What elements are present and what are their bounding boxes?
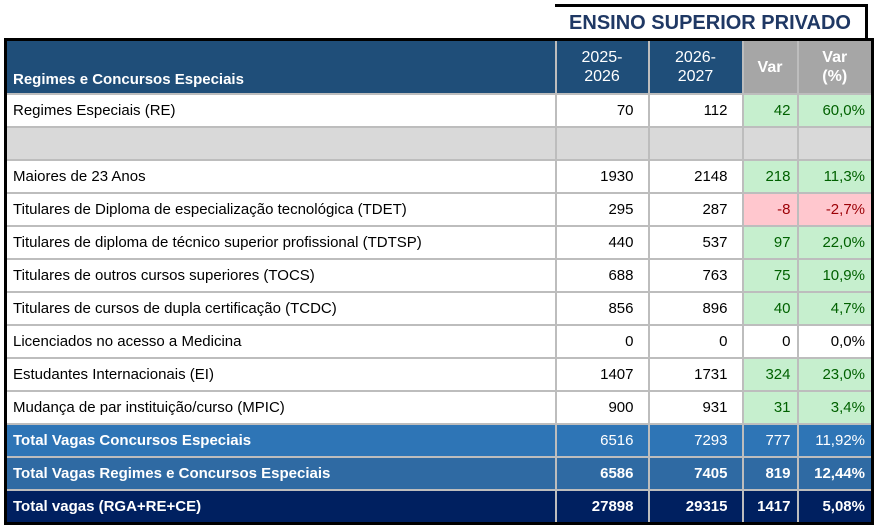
var-pct: 5,08% [797, 490, 874, 525]
value-2025-2026: 6516 [555, 424, 650, 458]
row-label: Titulares de outros cursos superiores (T… [5, 259, 557, 293]
row-label: Total Vagas Regimes e Concursos Especiai… [5, 457, 557, 491]
value-2026-2027: 2148 [648, 160, 744, 194]
value-2025-2026: 440 [555, 226, 650, 260]
value-2026-2027: 1731 [648, 358, 744, 392]
row-label: Titulares de Diploma de especialização t… [5, 193, 557, 227]
value-2025-2026: 70 [555, 94, 650, 128]
row-label: Licenciados no acesso a Medicina [5, 325, 557, 359]
row-label [5, 127, 557, 161]
value-2025-2026: 688 [555, 259, 650, 293]
row-label: Total vagas (RGA+RE+CE) [5, 490, 557, 525]
value-2025-2026: 1930 [555, 160, 650, 194]
value-2025-2026: 856 [555, 292, 650, 326]
value-2026-2027: 0 [648, 325, 744, 359]
value-2025-2026: 0 [555, 325, 650, 359]
table-row: Total Vagas Regimes e Concursos Especiai… [5, 457, 874, 491]
table-row [5, 127, 874, 161]
var-pct: 22,0% [797, 226, 874, 260]
table-row: Titulares de Diploma de especialização t… [5, 193, 874, 227]
value-2025-2026: 1407 [555, 358, 650, 392]
table-row: Titulares de diploma de técnico superior… [5, 226, 874, 260]
vagas-table: Regimes e Concursos Especiais 2025- 2026… [4, 38, 874, 525]
var-pct: 3,4% [797, 391, 874, 425]
table-row: Total Vagas Concursos Especiais 6516 7293 7… [5, 424, 874, 458]
value-2026-2027 [648, 127, 744, 161]
value-2026-2027: 537 [648, 226, 744, 260]
table-row: Regimes Especiais (RE) 70 112 42 60,0% [5, 94, 874, 128]
row-label: Titulares de diploma de técnico superior… [5, 226, 557, 260]
value-2026-2027: 7405 [648, 457, 744, 491]
var-value: 218 [742, 160, 799, 194]
table-row: Total vagas (RGA+RE+CE) 27898 29315 1417 5,0… [5, 490, 874, 525]
var-value: -8 [742, 193, 799, 227]
value-2026-2027: 287 [648, 193, 744, 227]
header-row: Regimes e Concursos Especiais 2025- 2026… [5, 39, 874, 95]
value-2025-2026 [555, 127, 650, 161]
section-title: ENSINO SUPERIOR PRIVADO [555, 4, 868, 38]
var-value: 31 [742, 391, 799, 425]
value-2026-2027: 896 [648, 292, 744, 326]
var-pct: 4,7% [797, 292, 874, 326]
header-label: Regimes e Concursos Especiais [5, 39, 557, 95]
var-pct [797, 127, 874, 161]
table-row: Titulares de cursos de dupla certificaçã… [5, 292, 874, 326]
value-2026-2027: 7293 [648, 424, 744, 458]
var-pct: 0,0% [797, 325, 874, 359]
var-value: 1417 [742, 490, 799, 525]
table-row: Titulares de outros cursos superiores (T… [5, 259, 874, 293]
var-value: 42 [742, 94, 799, 128]
value-2025-2026: 900 [555, 391, 650, 425]
row-label: Titulares de cursos de dupla certificaçã… [5, 292, 557, 326]
table-row: Estudantes Internacionais (EI) 1407 1731 32… [5, 358, 874, 392]
row-label: Mudança de par instituição/curso (MPIC) [5, 391, 557, 425]
value-2026-2027: 29315 [648, 490, 744, 525]
value-2026-2027: 763 [648, 259, 744, 293]
table-row: Maiores de 23 Anos 1930 2148 218 11,3% [5, 160, 874, 194]
var-pct: 10,9% [797, 259, 874, 293]
row-label: Total Vagas Concursos Especiais [5, 424, 557, 458]
header-var-pct: Var (%) [797, 39, 874, 95]
header-2025-2026: 2025- 2026 [555, 39, 650, 95]
header-var: Var [742, 39, 799, 95]
row-label: Regimes Especiais (RE) [5, 94, 557, 128]
var-value [742, 127, 799, 161]
var-pct: 23,0% [797, 358, 874, 392]
var-pct: 12,44% [797, 457, 874, 491]
var-value: 75 [742, 259, 799, 293]
var-value: 324 [742, 358, 799, 392]
table-row: Mudança de par instituição/curso (MPIC) 9… [5, 391, 874, 425]
var-value: 777 [742, 424, 799, 458]
var-value: 40 [742, 292, 799, 326]
var-pct: -2,7% [797, 193, 874, 227]
table-row: Licenciados no acesso a Medicina 0 0 0 0,0% [5, 325, 874, 359]
value-2026-2027: 931 [648, 391, 744, 425]
var-value: 0 [742, 325, 799, 359]
value-2025-2026: 295 [555, 193, 650, 227]
var-pct: 11,92% [797, 424, 874, 458]
header-2026-2027: 2026- 2027 [648, 39, 744, 95]
row-label: Estudantes Internacionais (EI) [5, 358, 557, 392]
var-pct: 60,0% [797, 94, 874, 128]
var-value: 819 [742, 457, 799, 491]
row-label: Maiores de 23 Anos [5, 160, 557, 194]
var-pct: 11,3% [797, 160, 874, 194]
value-2025-2026: 27898 [555, 490, 650, 525]
value-2026-2027: 112 [648, 94, 744, 128]
var-value: 97 [742, 226, 799, 260]
value-2025-2026: 6586 [555, 457, 650, 491]
